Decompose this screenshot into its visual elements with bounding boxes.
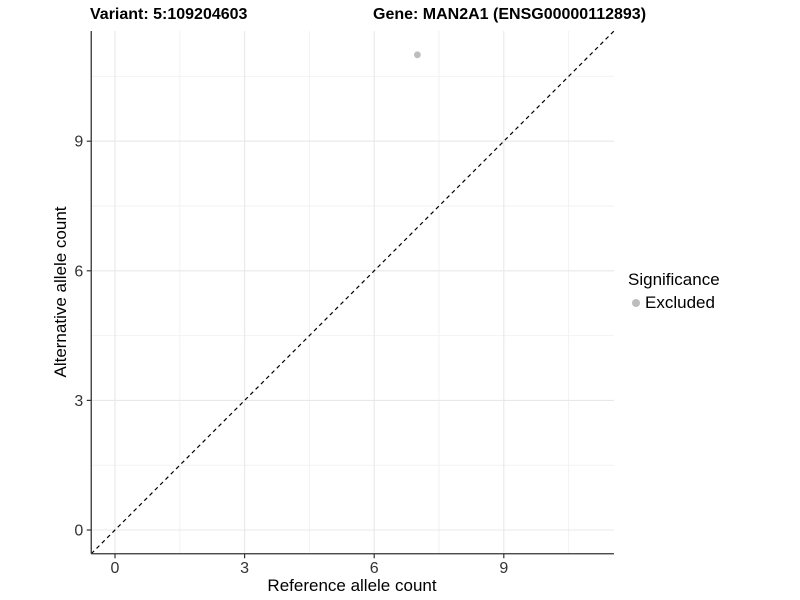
legend-point-icon — [632, 299, 640, 307]
y-tick-label: 9 — [74, 134, 83, 151]
data-point — [414, 51, 421, 59]
y-tick-label: 0 — [74, 523, 83, 540]
x-tick-label: 6 — [370, 560, 379, 577]
x-tick-label: 0 — [111, 560, 120, 577]
plot-title-variant: Variant: 5:109204603 — [90, 6, 248, 23]
y-tick-label: 3 — [74, 393, 83, 410]
legend-title: Significance — [628, 270, 720, 289]
x-tick-label: 3 — [240, 560, 249, 577]
y-tick-label: 6 — [74, 263, 83, 280]
x-tick-label: 9 — [499, 560, 508, 577]
legend: Significance Excluded — [628, 270, 720, 313]
plot-title-gene: Gene: MAN2A1 (ENSG00000112893) — [373, 6, 647, 23]
legend-entry-label: Excluded — [645, 293, 715, 312]
x-axis-title: Reference allele count — [267, 576, 437, 595]
identity-line — [90, 30, 615, 555]
y-axis-title: Alternative allele count — [51, 206, 70, 378]
legend-entry-excluded: Excluded — [632, 293, 720, 313]
